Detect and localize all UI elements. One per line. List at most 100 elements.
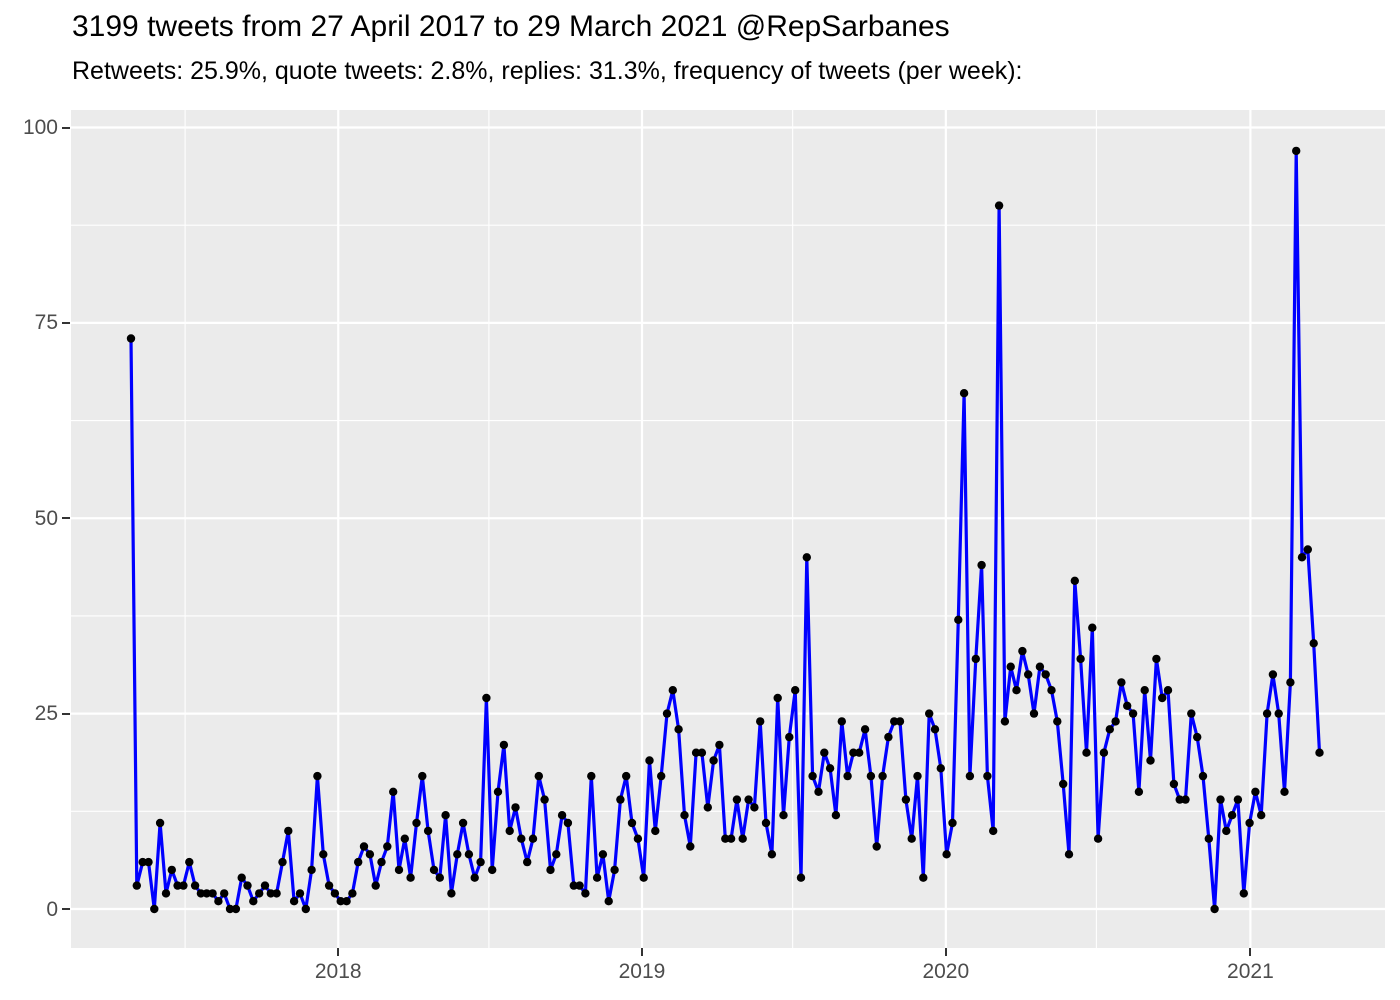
data-point: [913, 771, 922, 781]
data-point: [1123, 701, 1132, 710]
data-point: [1297, 553, 1307, 562]
data-point: [680, 811, 689, 820]
data-point: [132, 881, 141, 890]
data-point: [1245, 818, 1254, 828]
plot-panel: [71, 110, 1385, 948]
data-point: [1216, 795, 1225, 804]
data-point: [674, 725, 683, 734]
data-point: [779, 811, 788, 820]
data-point: [662, 709, 672, 718]
data-point: [1303, 545, 1313, 554]
data-point: [441, 811, 450, 820]
data-point: [138, 857, 147, 867]
data-point: [1140, 686, 1149, 695]
data-point: [319, 850, 328, 859]
data-point: [1193, 732, 1202, 742]
data-point: [528, 834, 538, 843]
data-point: [493, 787, 503, 796]
data-point: [901, 795, 911, 804]
data-point: [977, 560, 986, 570]
data-point: [476, 857, 485, 867]
y-axis-label: 0: [46, 897, 58, 921]
data-point: [1158, 693, 1167, 703]
data-point: [1035, 662, 1045, 671]
data-point: [843, 771, 852, 781]
data-point: [447, 889, 456, 898]
data-point: [284, 826, 293, 836]
data-point: [884, 732, 893, 742]
x-axis-label: 2020: [922, 960, 970, 983]
data-point: [389, 787, 398, 796]
data-point: [196, 889, 206, 898]
data-point: [552, 850, 561, 859]
data-point: [849, 748, 858, 757]
data-point: [1088, 623, 1097, 632]
data-point: [569, 881, 578, 890]
data-point: [324, 881, 334, 890]
data-point: [190, 881, 200, 890]
data-point: [895, 717, 905, 726]
data-point: [802, 553, 811, 562]
data-point: [266, 889, 275, 898]
data-point: [738, 834, 747, 843]
data-point: [1163, 686, 1173, 695]
data-point: [237, 873, 246, 882]
data-point: [1233, 795, 1243, 804]
data-point: [289, 897, 299, 906]
y-axis-tick: [62, 321, 70, 324]
data-point: [249, 897, 258, 906]
data-point: [348, 889, 357, 898]
data-point: [721, 834, 730, 843]
data-point: [179, 881, 188, 890]
data-point: [837, 717, 846, 726]
x-axis-tick: [337, 948, 340, 956]
data-point: [1274, 709, 1283, 718]
data-point: [563, 818, 573, 828]
data-point: [150, 904, 159, 914]
data-point: [1286, 678, 1295, 687]
data-point: [1093, 834, 1103, 843]
data-point: [1117, 678, 1126, 687]
data-point: [557, 811, 567, 820]
y-axis-tick: [62, 712, 70, 715]
data-point: [732, 795, 742, 804]
data-point: [965, 771, 975, 781]
data-point: [592, 873, 602, 882]
data-point: [546, 865, 555, 875]
data-point: [540, 795, 549, 804]
x-axis-tick: [1249, 948, 1252, 956]
data-point: [1198, 771, 1208, 781]
data-point: [155, 818, 165, 828]
data-point: [639, 873, 648, 882]
data-point: [412, 818, 421, 828]
data-point: [936, 764, 945, 773]
data-point: [872, 842, 881, 851]
data-point: [255, 889, 264, 898]
x-axis-label: 2021: [1227, 960, 1274, 983]
chart-title: 3199 tweets from 27 April 2017 to 29 Mar…: [72, 10, 950, 43]
data-point: [930, 725, 940, 734]
data-point: [651, 826, 660, 836]
y-axis-label: 75: [34, 311, 58, 335]
data-point: [534, 771, 543, 781]
data-point: [610, 865, 619, 875]
data-point: [919, 873, 928, 882]
data-point: [1053, 717, 1062, 726]
data-point: [231, 904, 241, 914]
data-point: [633, 834, 643, 843]
data-point: [1111, 717, 1120, 726]
data-point: [581, 889, 590, 898]
data-point: [703, 803, 712, 812]
data-point: [359, 842, 369, 851]
data-point: [499, 740, 509, 750]
data-point: [925, 709, 934, 718]
data-point: [371, 881, 380, 890]
data-point: [907, 834, 916, 843]
data-point: [313, 771, 322, 781]
data-point: [1169, 779, 1179, 789]
data-point: [1006, 662, 1015, 671]
data-point: [948, 818, 957, 828]
data-point: [418, 771, 427, 781]
data-point: [295, 889, 305, 898]
data-point: [761, 818, 771, 828]
